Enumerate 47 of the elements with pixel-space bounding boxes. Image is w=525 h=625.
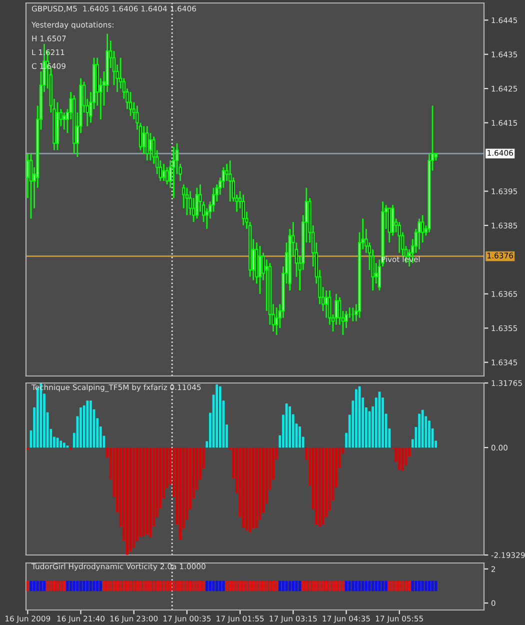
candlestick (166, 166, 169, 186)
candlestick (29, 152, 33, 220)
bar (90, 400, 92, 448)
bar (256, 448, 258, 528)
candlestick (62, 112, 66, 130)
candlestick (148, 132, 152, 162)
bar (146, 448, 148, 535)
bar (142, 448, 145, 536)
candlestick (398, 221, 401, 254)
candlestick (142, 126, 146, 154)
candlestick (275, 306, 278, 336)
bar (86, 400, 89, 448)
candlestick (228, 160, 232, 202)
bar (355, 389, 358, 448)
bar (318, 448, 321, 527)
bar (132, 448, 136, 548)
candlestick (162, 163, 166, 182)
candlestick (388, 208, 391, 244)
candlestick (242, 194, 245, 226)
bar (418, 414, 420, 448)
candlestick (26, 152, 30, 199)
bar (80, 407, 82, 448)
candlestick (172, 146, 176, 199)
candlestick (324, 290, 328, 319)
candlestick (185, 187, 189, 216)
bar (126, 448, 128, 555)
candlestick (391, 204, 394, 236)
candlestick (258, 245, 262, 295)
bar (398, 448, 401, 470)
bar (60, 440, 62, 448)
bar (246, 448, 248, 530)
bar (315, 448, 318, 524)
bar (63, 442, 66, 448)
bar (218, 386, 222, 448)
candlestick (146, 126, 149, 162)
candlestick (195, 187, 198, 220)
bar (288, 406, 292, 448)
bar (242, 448, 245, 528)
bar (252, 448, 254, 528)
bar (179, 448, 182, 540)
bar (216, 384, 218, 448)
candlestick (418, 218, 421, 250)
bar (421, 410, 424, 448)
candlestick (421, 214, 424, 244)
candlestick (128, 91, 132, 117)
bar (402, 448, 404, 471)
bar (298, 426, 301, 448)
